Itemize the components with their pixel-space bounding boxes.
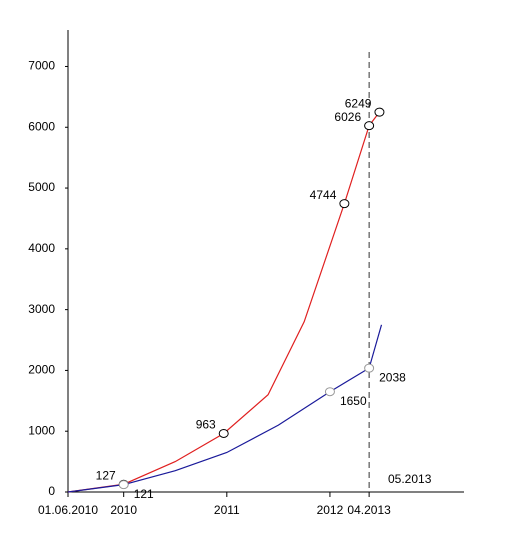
data-label: 2038 bbox=[379, 370, 406, 384]
y-tick-label: 7000 bbox=[28, 59, 55, 73]
x-tick-label: 2012 bbox=[317, 503, 344, 517]
data-label: 6026 bbox=[334, 110, 361, 124]
line bbox=[67, 324, 383, 493]
y-tick-label: 1000 bbox=[28, 423, 55, 437]
y-tick-label: 3000 bbox=[28, 302, 55, 316]
data-label: 6249 bbox=[345, 96, 372, 110]
annotation: 05.2013 bbox=[388, 472, 432, 486]
x-tick-label: 04.2013 bbox=[347, 503, 391, 517]
point bbox=[118, 480, 129, 490]
y-tick-label: 4000 bbox=[28, 241, 55, 255]
data-label: 4744 bbox=[310, 188, 337, 202]
y-tick-label: 2000 bbox=[28, 363, 55, 377]
line bbox=[67, 111, 380, 493]
data-label: 127 bbox=[96, 468, 116, 482]
data-label: 1650 bbox=[340, 394, 367, 408]
point bbox=[324, 387, 335, 397]
y-tick-label: 6000 bbox=[28, 119, 55, 133]
point bbox=[364, 121, 375, 131]
point bbox=[218, 428, 229, 438]
point bbox=[364, 363, 375, 373]
data-label: 963 bbox=[196, 418, 216, 432]
data-label: 121 bbox=[134, 487, 154, 501]
point bbox=[374, 107, 385, 117]
y-tick-label: 5000 bbox=[28, 180, 55, 194]
y-tick-label: 0 bbox=[48, 484, 55, 498]
point bbox=[339, 199, 350, 209]
x-tick-label: 01.06.2010 bbox=[38, 503, 98, 517]
x-tick-label: 2011 bbox=[214, 503, 240, 517]
x-tick-label: 2010 bbox=[110, 503, 137, 517]
